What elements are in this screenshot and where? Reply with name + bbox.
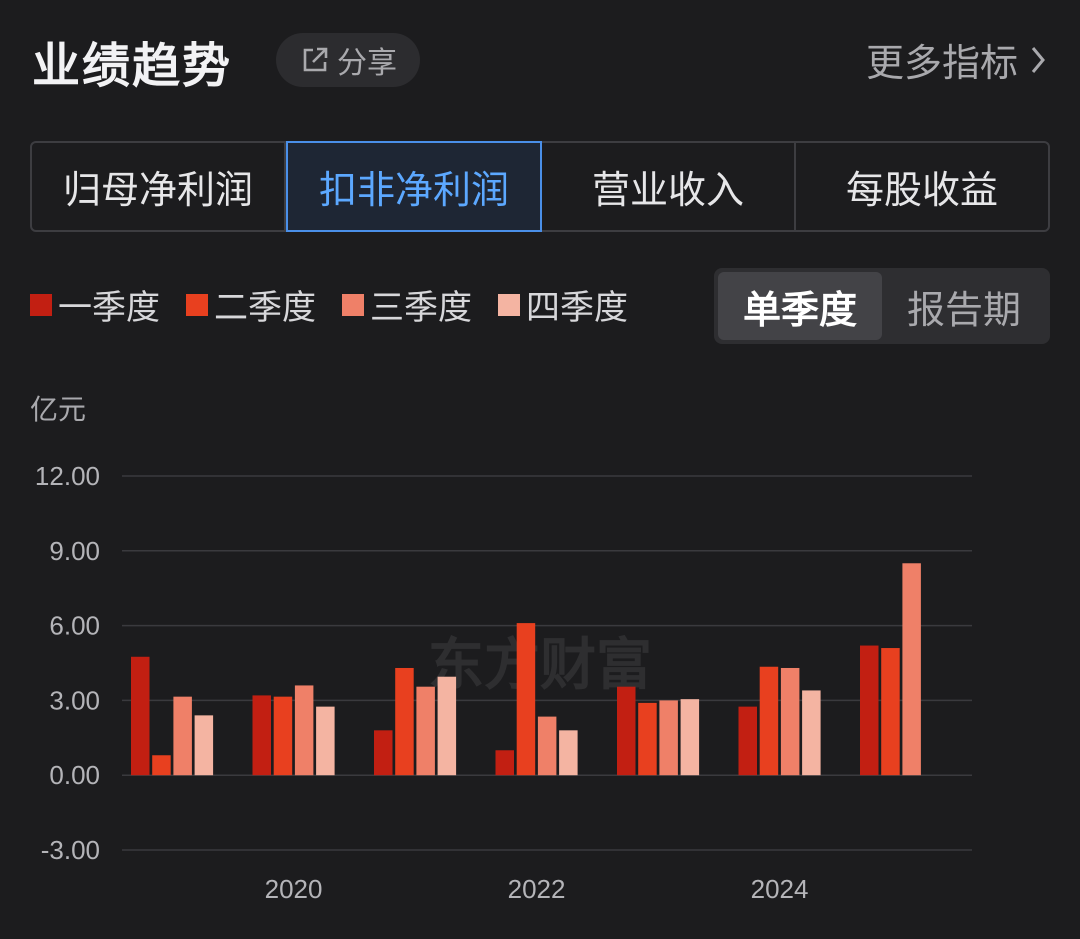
bar-2019-q2[interactable] bbox=[152, 755, 171, 776]
bar-2023-q3[interactable] bbox=[659, 700, 678, 776]
share-icon bbox=[303, 47, 328, 72]
bar-2023-q2[interactable] bbox=[638, 702, 657, 776]
legend-swatch-q4 bbox=[498, 293, 520, 316]
tab-revenue[interactable]: 营业收入 bbox=[542, 143, 796, 230]
bar-2021-q3[interactable] bbox=[416, 686, 435, 776]
chart-grid: 12.00 9.00 6.00 3.00 0.00 -3.00 bbox=[35, 461, 972, 865]
chevron-right-icon bbox=[1031, 46, 1045, 73]
legend-swatch-q2 bbox=[186, 293, 208, 316]
legend-label-q1: 一季度 bbox=[58, 288, 160, 328]
bar-2020-q2[interactable] bbox=[273, 696, 293, 776]
header: 业绩趋势 分享 更多指标 bbox=[32, 22, 1048, 94]
bar-2021-q1[interactable] bbox=[374, 730, 393, 776]
bar-2025-q1[interactable] bbox=[860, 645, 879, 776]
bar-2024-q1[interactable] bbox=[738, 706, 758, 776]
bar-2022-q1[interactable] bbox=[495, 750, 515, 776]
bar-2019-q3[interactable] bbox=[173, 696, 192, 776]
bar-2020-q4[interactable] bbox=[316, 706, 335, 776]
y-tick-label: -3.00 bbox=[41, 835, 100, 865]
bar-chart: 东方财富 12.00 9.00 6.00 3.00 0.00 -3.00 2020 2022… bbox=[35, 461, 972, 904]
bar-2024-q2[interactable] bbox=[759, 666, 779, 776]
y-axis-unit-label: 亿元 bbox=[30, 393, 87, 426]
bar-2020-q3[interactable] bbox=[294, 685, 314, 776]
bar-2022-q3[interactable] bbox=[537, 716, 557, 776]
legend-label-q4: 四季度 bbox=[526, 288, 628, 328]
bar-2020-q1[interactable] bbox=[252, 695, 272, 776]
share-label: 分享 bbox=[337, 46, 397, 81]
legend-item-q2[interactable]: 二季度 bbox=[186, 280, 316, 329]
chart-legend: 一季度 二季度 三季度 四季度 bbox=[30, 280, 654, 329]
bar-2019-q1[interactable] bbox=[131, 656, 150, 776]
bar-2019-q4[interactable] bbox=[194, 715, 214, 776]
page-title: 业绩趋势 bbox=[32, 38, 233, 94]
report-period-button[interactable]: 报告期 bbox=[906, 287, 1021, 332]
legend-label-q2: 二季度 bbox=[214, 288, 316, 328]
x-tick-label: 2024 bbox=[751, 874, 809, 904]
legend-item-q1[interactable]: 一季度 bbox=[30, 280, 160, 329]
watermark: 东方财富 bbox=[428, 633, 652, 698]
chart-bars bbox=[131, 563, 921, 776]
bar-2023-q1[interactable] bbox=[617, 686, 636, 776]
y-tick-label: 3.00 bbox=[49, 685, 100, 715]
bar-2023-q4[interactable] bbox=[680, 699, 700, 776]
bar-2025-q3[interactable] bbox=[902, 563, 921, 776]
x-tick-label: 2020 bbox=[265, 874, 323, 904]
more-indicators-label: 更多指标 bbox=[865, 41, 1018, 85]
y-tick-label: 0.00 bbox=[49, 760, 100, 790]
bar-2022-q2[interactable] bbox=[516, 623, 536, 776]
x-tick-label: 2022 bbox=[508, 874, 566, 904]
tab-eps[interactable]: 每股收益 bbox=[845, 168, 998, 212]
y-tick-label: 12.00 bbox=[35, 461, 100, 491]
legend-item-q3[interactable]: 三季度 bbox=[342, 280, 472, 329]
bar-2021-q4[interactable] bbox=[437, 676, 457, 776]
legend-swatch-q3 bbox=[342, 293, 364, 316]
legend-label-q3: 三季度 bbox=[370, 288, 472, 328]
bar-2022-q4[interactable] bbox=[559, 730, 578, 776]
y-tick-label: 6.00 bbox=[49, 611, 100, 641]
x-axis-labels: 2020 2022 2024 bbox=[265, 874, 809, 904]
bar-2021-q2[interactable] bbox=[395, 667, 414, 776]
tab-net-profit-non-recurring[interactable]: 扣非净利润 bbox=[286, 141, 542, 232]
share-button[interactable]: 分享 bbox=[276, 33, 420, 87]
period-toggle: 单季度 报告期 bbox=[714, 268, 1050, 344]
bar-2024-q3[interactable] bbox=[780, 667, 800, 776]
legend-item-q4[interactable]: 四季度 bbox=[498, 280, 628, 329]
single-quarter-button[interactable]: 单季度 bbox=[718, 272, 882, 340]
metric-tabs: 归母净利润 扣非净利润 营业收入 每股收益 bbox=[30, 141, 1050, 232]
bar-2025-q2[interactable] bbox=[881, 648, 900, 776]
tab-net-profit-parent[interactable]: 归母净利润 bbox=[32, 143, 286, 230]
legend-swatch-q1 bbox=[30, 293, 52, 316]
bar-2024-q4[interactable] bbox=[802, 690, 821, 776]
y-tick-label: 9.00 bbox=[49, 536, 100, 566]
more-indicators-link[interactable]: 更多指标 bbox=[866, 32, 1048, 87]
